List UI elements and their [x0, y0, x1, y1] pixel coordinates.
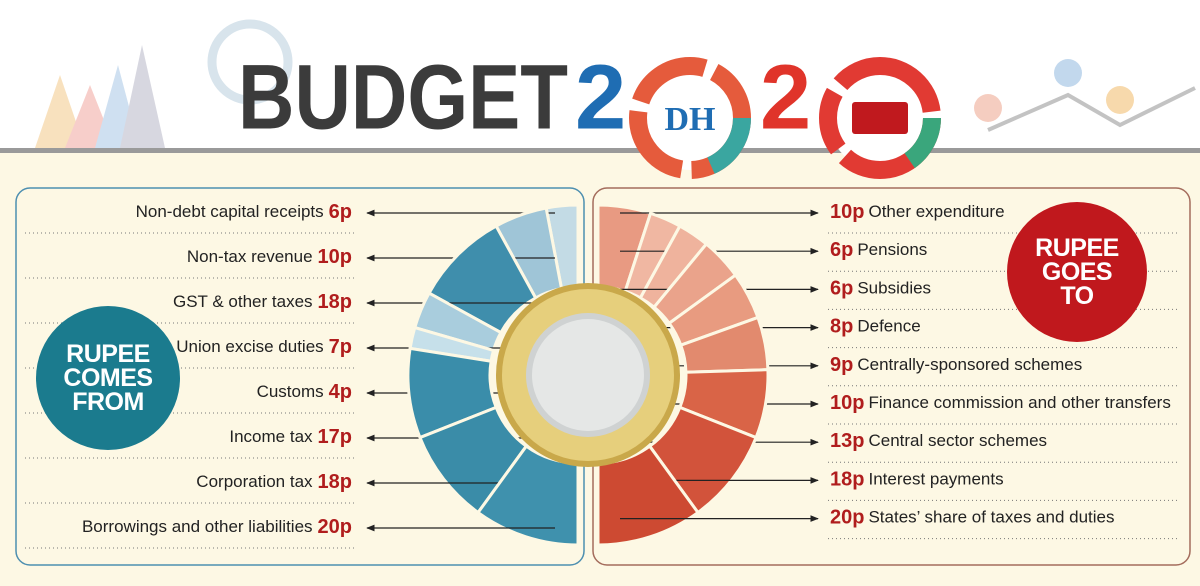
- slice-label: 9p Centrally-sponsored schemes: [830, 354, 1082, 376]
- slice-label: 6p Pensions: [830, 239, 927, 261]
- category-label: Borrowings and other liabilities: [82, 517, 313, 536]
- slice-label: 10p Finance commission and other transfer…: [830, 392, 1171, 414]
- slice-label: Income tax 17p: [229, 426, 352, 448]
- category-label: Non-debt capital receipts: [136, 202, 324, 221]
- decor-pins: [974, 59, 1196, 132]
- header-title: BUDGET: [238, 46, 568, 148]
- badge-title: RUPEE GOES TO: [1035, 234, 1119, 310]
- category-label: States’ share of taxes and duties: [868, 508, 1114, 527]
- briefcase-icon: [852, 102, 908, 134]
- value-label: 20p: [318, 516, 352, 538]
- value-label: 18p: [318, 471, 352, 493]
- slice-label: 18p Interest payments: [830, 469, 1004, 491]
- value-label: 9p: [830, 354, 853, 376]
- slice-label: 20p States’ share of taxes and duties: [830, 507, 1115, 529]
- category-label: Central sector schemes: [868, 432, 1047, 451]
- category-label: Interest payments: [868, 470, 1003, 489]
- coin: [496, 283, 680, 467]
- slice-label: Corporation tax 18p: [196, 471, 352, 493]
- slice-label: Non-tax revenue 10p: [187, 246, 352, 268]
- category-label: Union excise duties: [176, 337, 323, 356]
- category-label: Pensions: [857, 241, 927, 260]
- category-label: Customs: [257, 382, 324, 401]
- category-label: Centrally-sponsored schemes: [857, 355, 1082, 374]
- slice-label: 8p Defence: [830, 316, 921, 338]
- header-rule: [0, 148, 1200, 153]
- value-label: 6p: [329, 201, 352, 223]
- slice-label: GST & other taxes 18p: [173, 291, 352, 313]
- slice-label: Customs 4p: [257, 381, 352, 403]
- slice: [596, 444, 701, 547]
- badge-left: [36, 306, 180, 450]
- category-label: Defence: [857, 317, 920, 336]
- slice: [475, 444, 580, 547]
- category-label: Other expenditure: [868, 202, 1004, 221]
- category-label: Subsidies: [857, 279, 931, 298]
- slice-label: Union excise duties 7p: [176, 336, 352, 358]
- slice-label: Borrowings and other liabilities 20p: [82, 516, 352, 538]
- value-label: 8p: [830, 316, 853, 338]
- value-label: 4p: [329, 381, 352, 403]
- value-label: 6p: [830, 239, 853, 261]
- value-label: 20p: [830, 507, 864, 529]
- charts: Non-debt capital receipts 6p Non-tax reven…: [25, 201, 1180, 549]
- header-year: 2: [575, 46, 626, 148]
- logo-ring: [629, 57, 751, 179]
- slice-label: 6p Subsidies: [830, 278, 931, 300]
- header-year: 2: [760, 46, 811, 148]
- value-label: 18p: [318, 291, 352, 313]
- value-label: 13p: [830, 430, 864, 452]
- value-label: 17p: [318, 426, 352, 448]
- decor-ring: [207, 19, 293, 105]
- value-label: 10p: [830, 392, 864, 414]
- logo-text: DH: [665, 101, 716, 138]
- badge-title: RUPEE COMES FROM: [63, 340, 153, 416]
- category-label: Income tax: [229, 427, 313, 446]
- slice-label: 13p Central sector schemes: [830, 430, 1047, 452]
- value-label: 7p: [329, 336, 352, 358]
- logo-ring: [819, 57, 941, 179]
- category-label: GST & other taxes: [173, 292, 313, 311]
- value-label: 10p: [318, 246, 352, 268]
- value-label: 18p: [830, 469, 864, 491]
- value-label: 10p: [830, 201, 864, 223]
- category-label: Corporation tax: [196, 472, 313, 491]
- slice-label: Non-debt capital receipts 6p: [136, 201, 352, 223]
- slice-label: 10p Other expenditure: [830, 201, 1005, 223]
- value-label: 6p: [830, 278, 853, 300]
- decor-peaks: [35, 45, 165, 148]
- category-label: Finance commission and other transfers: [868, 393, 1170, 412]
- badge-right: [1007, 202, 1147, 342]
- category-label: Non-tax revenue: [187, 247, 313, 266]
